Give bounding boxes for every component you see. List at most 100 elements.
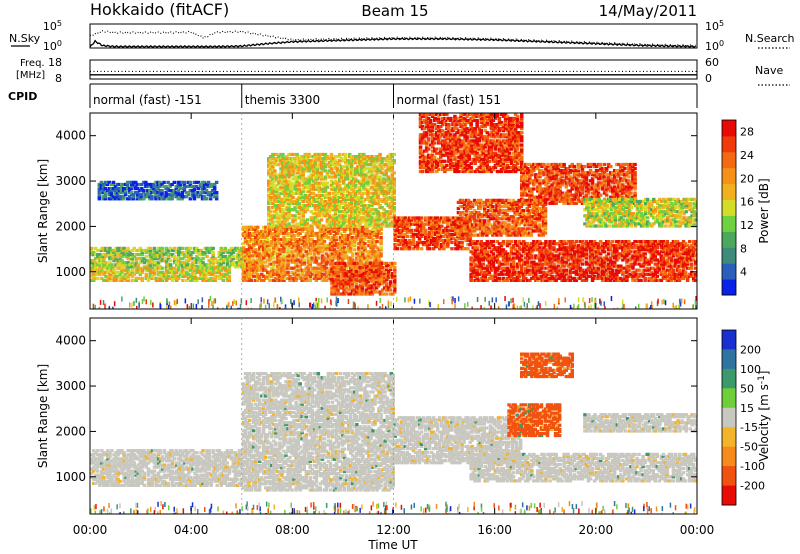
heatmap-cell xyxy=(114,250,118,255)
heatmap-cell xyxy=(189,250,193,255)
heatmap-cell xyxy=(187,259,191,263)
heatmap-cell xyxy=(437,114,441,118)
heatmap-cell xyxy=(267,208,271,212)
heatmap-cell xyxy=(330,256,335,260)
heatmap-cell xyxy=(369,246,373,250)
heatmap-cell xyxy=(308,274,312,278)
heatmap-cell xyxy=(355,227,359,231)
heatmap-cell xyxy=(288,244,292,248)
heatmap-cell xyxy=(90,278,94,282)
heatmap-cell xyxy=(120,266,124,270)
heatmap-cell xyxy=(210,182,215,187)
heatmap-cell xyxy=(360,276,365,280)
heatmap-cell xyxy=(372,224,376,228)
heatmap-cell xyxy=(108,268,112,272)
heatmap-cell xyxy=(352,214,356,218)
heatmap-cell xyxy=(427,230,432,234)
heatmap-cell xyxy=(343,218,348,222)
heatmap-cell xyxy=(348,197,352,201)
heatmap-cell xyxy=(433,165,437,170)
heatmap-cell xyxy=(362,185,366,189)
heatmap-cell xyxy=(390,216,394,220)
heatmap-cell xyxy=(211,259,215,263)
heatmap-cell xyxy=(148,261,153,265)
heatmap-cell xyxy=(292,250,296,254)
heatmap-cell xyxy=(229,257,234,261)
heatmap-cell xyxy=(305,208,309,212)
heatmap-cell xyxy=(357,256,361,260)
heatmap-cell xyxy=(343,224,348,228)
heatmap-cell xyxy=(455,120,459,125)
heatmap-cell xyxy=(294,238,298,242)
heatmap-cell xyxy=(270,242,274,246)
heatmap-cell xyxy=(374,290,379,294)
heatmap-cell xyxy=(103,191,108,195)
heatmap-cell xyxy=(352,261,356,265)
heatmap-cell xyxy=(168,246,173,250)
heatmap-cell xyxy=(262,233,266,238)
heatmap-cell xyxy=(422,133,427,137)
heatmap-cell xyxy=(189,255,193,259)
heatmap-cell xyxy=(280,238,284,242)
heatmap-cell xyxy=(313,177,318,181)
heatmap-cell xyxy=(393,261,397,265)
heatmap-cell xyxy=(321,199,326,204)
heatmap-cell xyxy=(154,263,159,267)
heatmap-cell xyxy=(393,270,397,274)
heatmap-cell xyxy=(360,165,364,169)
heatmap-cell xyxy=(134,270,138,274)
heatmap-cell xyxy=(445,151,449,155)
heatmap-cell xyxy=(144,259,149,263)
heatmap-cell xyxy=(380,292,385,296)
heatmap-cell xyxy=(355,229,359,233)
heatmap-cell xyxy=(415,243,420,247)
heatmap-cell xyxy=(309,218,313,222)
heatmap-cell xyxy=(370,195,374,199)
heatmap-cell xyxy=(436,234,440,238)
heatmap-cell xyxy=(440,216,444,220)
heatmap-cell xyxy=(337,206,342,210)
heatmap-cell xyxy=(382,274,387,278)
heatmap-cell xyxy=(306,246,310,250)
heatmap-cell xyxy=(257,256,262,260)
heatmap-cell xyxy=(453,157,457,161)
heatmap-cell xyxy=(451,129,455,133)
heatmap-cell xyxy=(364,210,368,214)
heatmap-cell xyxy=(333,187,338,191)
heatmap-cell xyxy=(321,201,326,206)
heatmap-cell xyxy=(374,276,379,280)
heatmap-cell xyxy=(337,195,342,199)
heatmap-cell xyxy=(209,272,213,276)
heatmap-cell xyxy=(376,267,381,272)
heatmap-cell xyxy=(455,143,459,147)
heatmap-cell xyxy=(459,118,463,123)
heatmap-cell xyxy=(434,236,438,241)
heatmap-cell xyxy=(388,187,392,191)
heatmap-cell xyxy=(372,193,376,197)
heatmap-cell xyxy=(283,193,287,197)
heatmap-cell xyxy=(418,155,423,159)
heatmap-cell xyxy=(219,253,223,257)
heatmap-cell xyxy=(390,169,394,173)
heatmap-cell xyxy=(350,263,354,268)
heatmap-cell xyxy=(386,191,390,195)
heatmap-cell xyxy=(181,250,185,255)
heatmap-cell xyxy=(378,185,382,189)
heatmap-cell xyxy=(366,155,370,159)
heatmap-cell xyxy=(346,208,350,212)
heatmap-cell xyxy=(287,193,291,197)
heatmap-cell xyxy=(301,218,305,222)
heatmap-cell xyxy=(374,187,378,191)
heatmap-cell xyxy=(170,193,174,197)
heatmap-cell xyxy=(445,113,449,116)
heatmap-cell xyxy=(277,204,281,208)
heatmap-cell xyxy=(318,270,323,274)
heatmap-cell xyxy=(360,167,364,171)
heatmap-cell xyxy=(283,220,287,224)
heatmap-cell xyxy=(279,199,283,204)
heatmap-cell xyxy=(452,232,456,236)
heatmap-cell xyxy=(307,177,311,181)
heatmap-cell xyxy=(420,163,425,167)
heatmap-cell xyxy=(342,276,346,280)
heatmap-cell xyxy=(185,259,189,263)
